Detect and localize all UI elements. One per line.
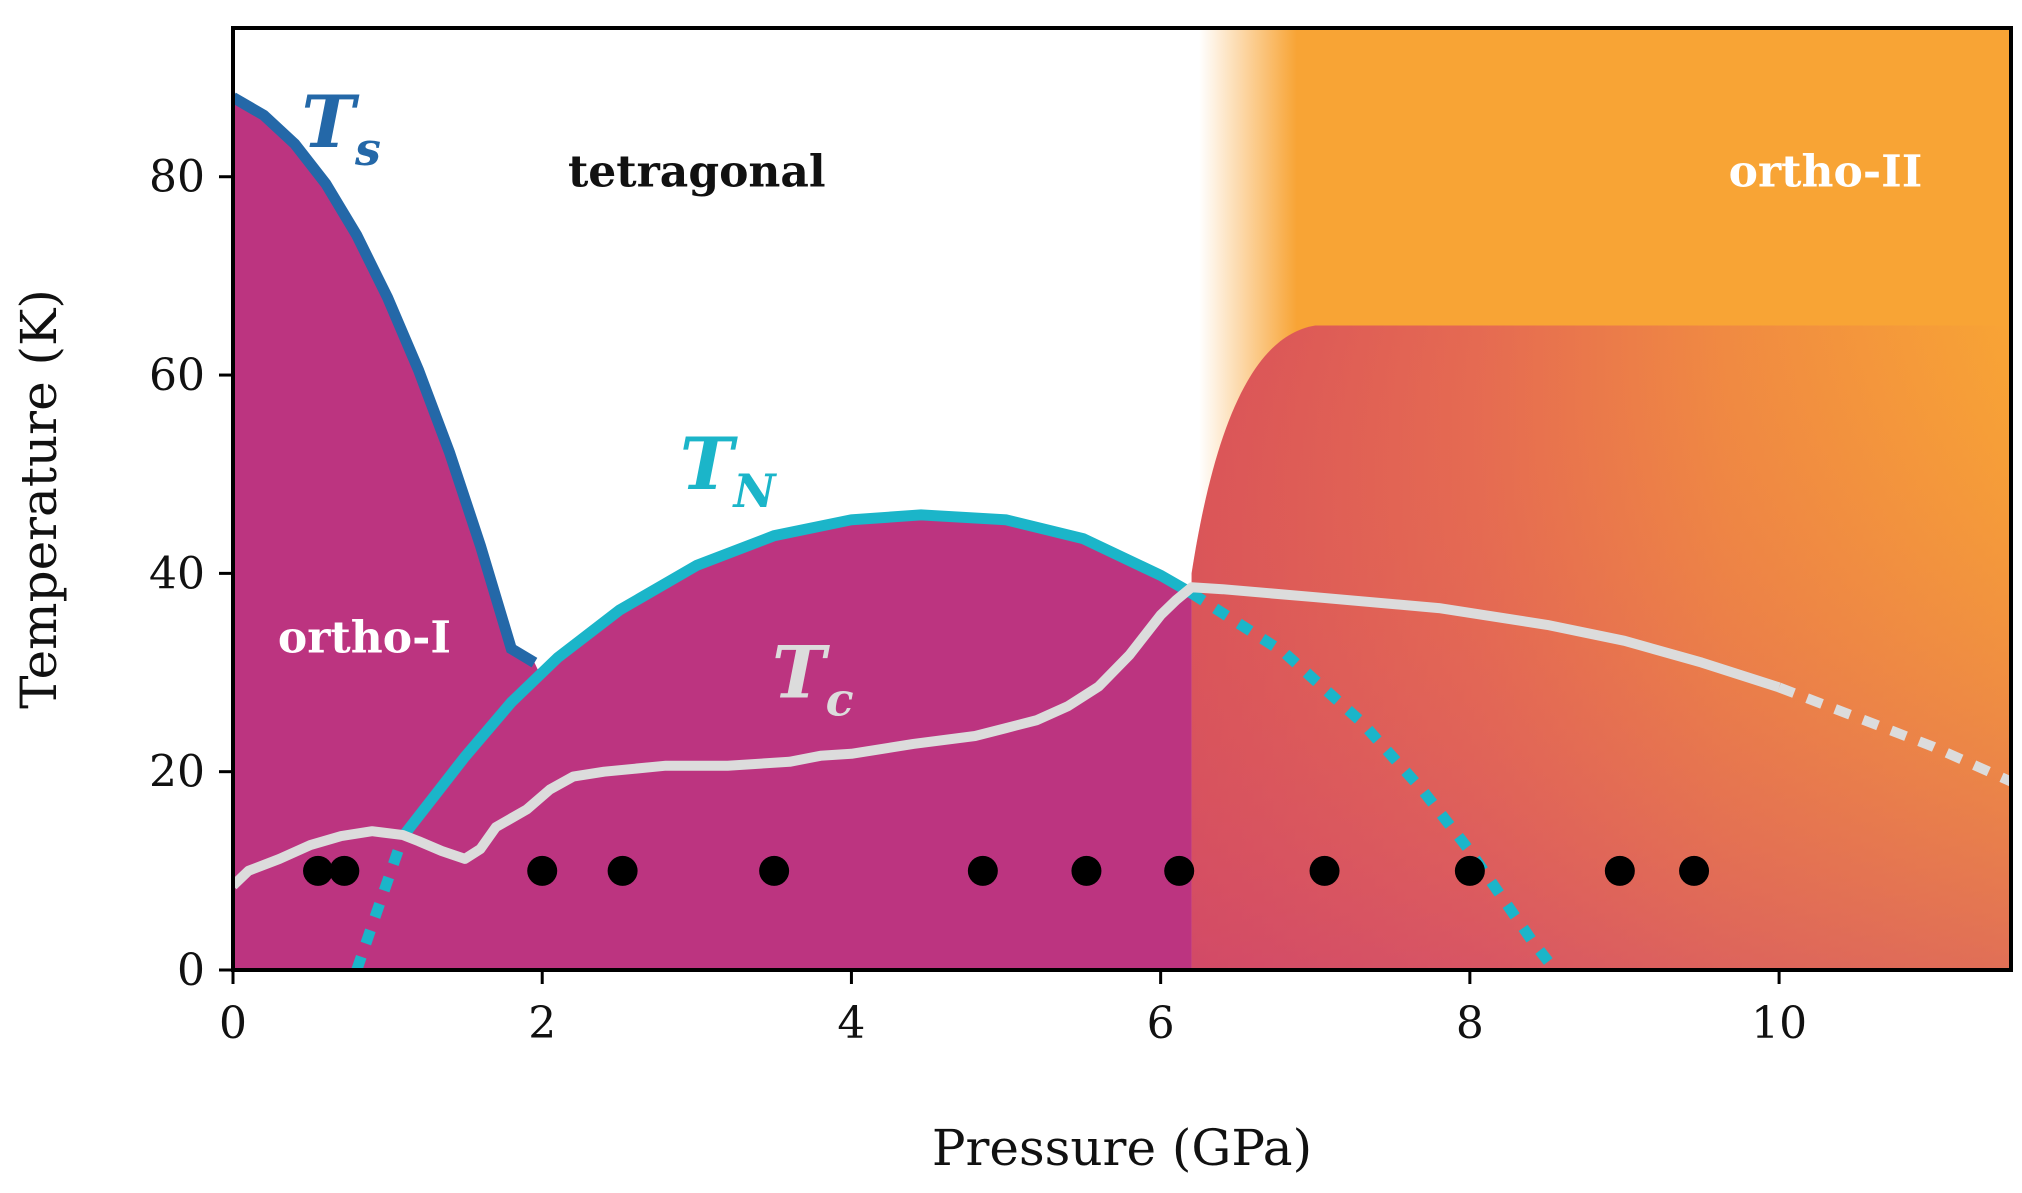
curve-label-sub: c [826,672,854,726]
x-axis-title: Pressure (GPa) [932,1119,1312,1177]
y-tick-label: 0 [177,945,205,996]
ortho-I-gap [403,657,558,970]
curve-label-sub: s [354,122,381,176]
measurement-point [303,855,334,886]
curve-label-main: T [301,79,359,164]
measurement-point [1454,855,1485,886]
measurement-point [607,855,638,886]
x-tick-label: 8 [1456,998,1484,1049]
TN-curve [398,509,1195,840]
y-tick-label: 20 [149,747,205,798]
curve-label-Tc: Tc [772,629,854,726]
region-label-ortho-II: ortho-II [1729,147,1923,198]
x-tick-label: 10 [1751,998,1807,1049]
measurement-point [1679,855,1710,886]
ortho-II-dome-shade [1191,325,2011,970]
measurement-point [329,855,360,886]
measurement-point [1164,855,1195,886]
TN-dotted-left [351,834,409,970]
x-tick-label: 4 [837,998,865,1049]
x-tick-label: 6 [1147,998,1175,1049]
curve-label-main: T [772,629,830,714]
measurement-point [1309,855,1340,886]
measurement-point [527,855,558,886]
region-label-tetragonal: tetragonal [568,147,826,198]
TN-dotted-right [1188,588,1560,970]
region-label-ortho-I: ortho-I [278,613,451,664]
measurement-point [1071,855,1102,886]
curve-label-TN: TN [680,421,778,518]
x-tick-label: 2 [528,998,556,1049]
Tc-dotted [1777,682,2011,787]
Ts-curve [233,92,538,668]
y-axis-title: Temperature (K) [10,289,68,709]
curve-label-sub: N [732,464,778,518]
measurement-point [759,855,790,886]
plot-frame [231,26,2013,972]
x-tick-label: 0 [219,998,247,1049]
Tc-curve [233,582,1781,890]
y-tick-label: 80 [149,152,205,203]
curve-label-main: T [680,421,738,506]
y-tick-label: 40 [149,548,205,599]
measurement-point [1604,855,1635,886]
measurement-point [967,855,998,886]
curve-label-Ts: Ts [301,79,380,176]
y-tick-label: 60 [149,350,205,401]
